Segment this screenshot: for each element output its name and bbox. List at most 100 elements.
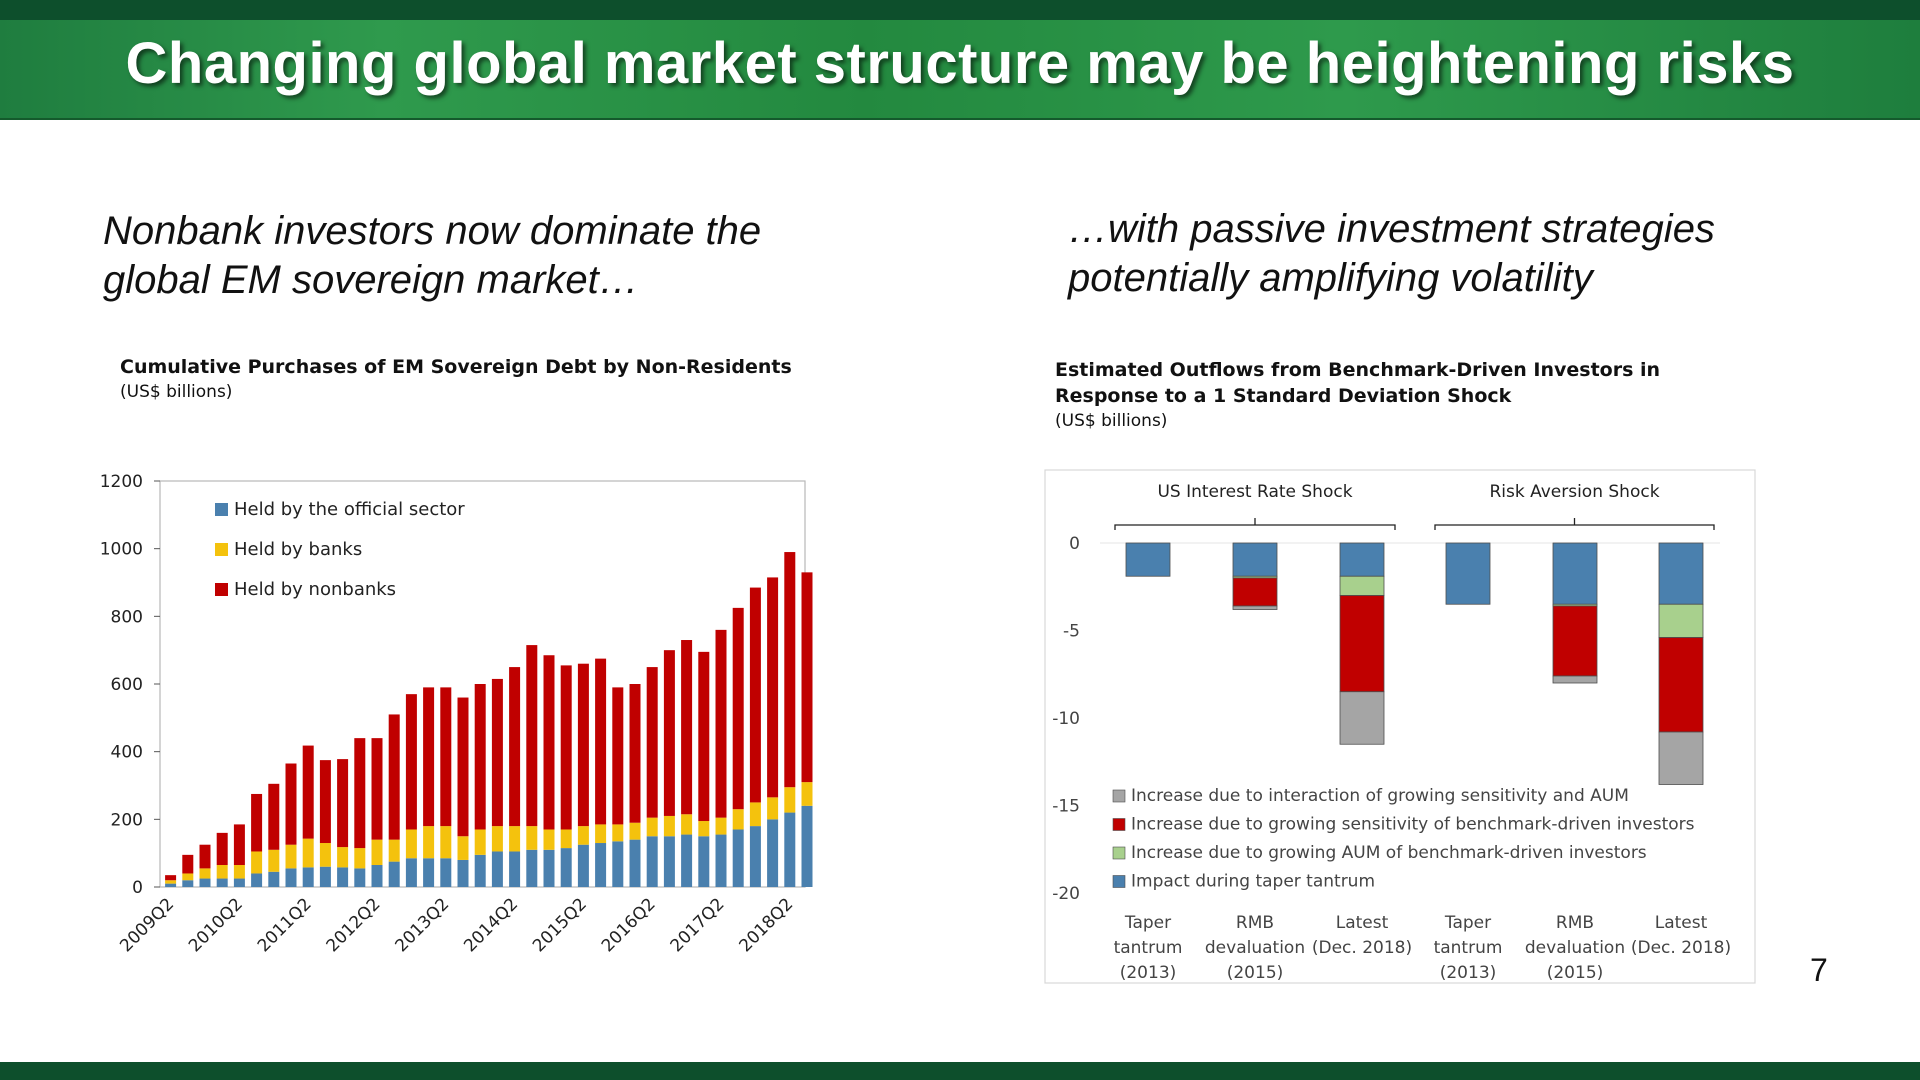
bar-segment <box>388 861 400 887</box>
bar-segment <box>715 817 727 835</box>
bar-segment <box>526 849 538 887</box>
bar-segment <box>165 875 177 881</box>
bar-segment <box>1658 731 1704 785</box>
bar-segment <box>268 849 280 872</box>
y-tick-label: 600 <box>111 675 143 695</box>
bar-segment <box>268 871 280 887</box>
bar-segment <box>216 865 228 879</box>
bar-segment <box>423 826 435 859</box>
bar-segment <box>268 783 280 850</box>
bar-segment <box>1339 575 1385 596</box>
bar-segment <box>233 824 245 866</box>
legend-swatch <box>215 503 228 516</box>
bar-segment <box>526 645 538 827</box>
x-category-label: tantrum <box>1434 938 1503 958</box>
x-category-label: (2013) <box>1120 963 1177 983</box>
group-label: US Interest Rate Shock <box>1157 482 1352 502</box>
bar-segment <box>715 834 727 887</box>
legend-label: Increase due to interaction of growing s… <box>1131 786 1629 806</box>
bar-segment <box>629 839 641 887</box>
bar-segment <box>251 873 263 887</box>
bar-segment <box>629 684 641 823</box>
top-bar <box>0 0 1920 20</box>
bar-segment <box>612 841 624 887</box>
legend-swatch <box>215 543 228 556</box>
bar-segment <box>595 843 607 887</box>
bar-segment <box>319 866 331 887</box>
bar-segment <box>491 678 503 827</box>
bar-segment <box>182 854 194 874</box>
bar-segment <box>1658 637 1704 733</box>
bar-segment <box>165 880 177 884</box>
x-category-label: (2015) <box>1227 963 1284 983</box>
bar-segment <box>337 759 349 848</box>
legend-label: Held by banks <box>234 539 362 560</box>
bar-segment <box>1125 542 1171 577</box>
bar-segment <box>612 824 624 842</box>
bar-segment <box>1552 675 1598 684</box>
bar-segment <box>784 787 796 813</box>
legend-swatch <box>1112 789 1126 803</box>
bar-segment <box>216 878 228 887</box>
bar-segment <box>251 793 263 852</box>
bar-segment <box>767 577 779 798</box>
bar-segment <box>440 826 452 859</box>
bar-segment <box>767 819 779 887</box>
bar-segment <box>749 587 761 803</box>
bar-segment <box>1552 542 1598 605</box>
bar-segment <box>1658 542 1704 605</box>
y-tick-label: -5 <box>1063 622 1080 642</box>
bar-segment <box>371 865 383 887</box>
bar-segment <box>405 829 417 859</box>
x-category-label: Latest <box>1336 913 1389 933</box>
x-category-label: tantrum <box>1114 938 1183 958</box>
bar-segment <box>801 572 813 783</box>
y-tick-label: 0 <box>132 878 143 898</box>
bar-segment <box>337 867 349 887</box>
bar-segment <box>199 878 211 887</box>
bar-segment <box>560 848 572 887</box>
legend-label: Held by the official sector <box>234 499 465 520</box>
bar-segment <box>577 844 589 887</box>
bar-segment <box>182 873 194 881</box>
bottom-bar <box>0 1062 1920 1080</box>
slide-title: Changing global market structure may be … <box>125 31 1795 96</box>
right-subheading: …with passive investment strategies pote… <box>1068 207 1715 300</box>
bar-segment <box>233 878 245 887</box>
bar-segment <box>354 738 366 849</box>
group-bracket <box>1434 518 1715 530</box>
left-chart-title: Cumulative Purchases of EM Sovereign Deb… <box>120 356 792 378</box>
bar-segment <box>681 814 693 835</box>
bar-segment <box>681 640 693 815</box>
group-bracket <box>1114 518 1396 530</box>
bar-segment <box>457 836 469 860</box>
bar-segment <box>698 821 710 837</box>
bar-segment <box>629 822 641 840</box>
y-tick-label: -10 <box>1052 709 1080 729</box>
bar-segment <box>509 851 521 887</box>
x-category-label: devaluation <box>1205 938 1305 958</box>
bar-segment <box>646 817 658 837</box>
bar-segment <box>784 552 796 788</box>
bar-segment <box>199 868 211 879</box>
bar-segment <box>1445 542 1491 605</box>
bar-segment <box>560 665 572 830</box>
bar-segment <box>646 836 658 887</box>
bar-segment <box>440 687 452 827</box>
legend-swatch <box>1112 818 1126 831</box>
bar-segment <box>199 844 211 869</box>
y-tick-label: 1000 <box>100 540 143 560</box>
bar-segment <box>371 738 383 840</box>
left-chart-unit: (US$ billions) <box>120 382 233 402</box>
right-chart-unit: (US$ billions) <box>1055 411 1168 431</box>
bar-segment <box>474 854 486 887</box>
x-category-label: Taper <box>1124 913 1171 933</box>
legend-label: Increase due to growing sensitivity of b… <box>1131 815 1695 835</box>
bar-segment <box>302 745 314 839</box>
bar-segment <box>1339 542 1385 577</box>
bar-segment <box>1339 691 1385 745</box>
bar-segment <box>405 858 417 887</box>
bar-segment <box>698 836 710 887</box>
y-tick-label: 0 <box>1069 534 1080 554</box>
